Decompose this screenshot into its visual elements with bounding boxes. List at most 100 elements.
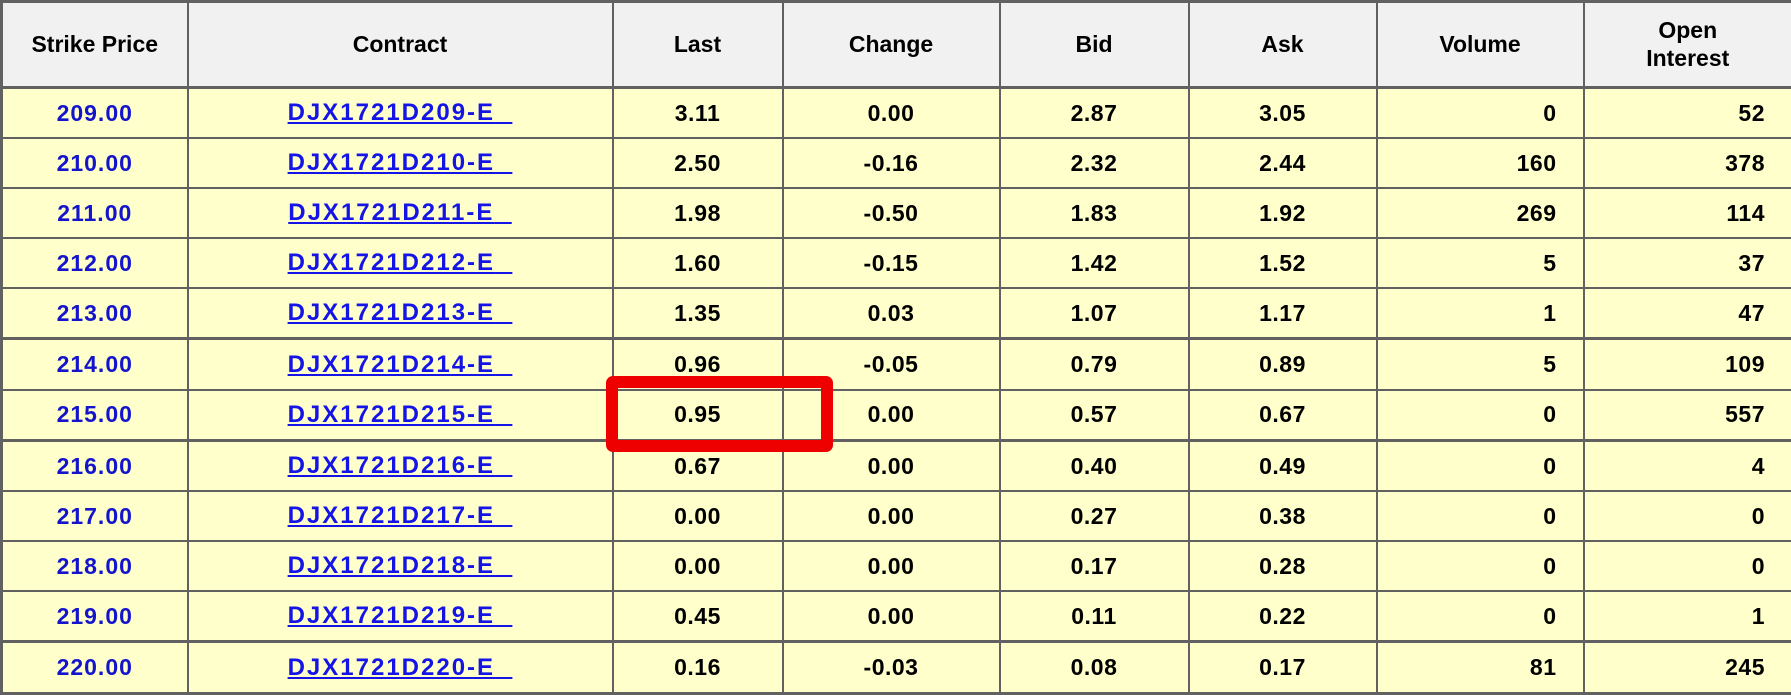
contract-link[interactable]: DJX1721D215-E [287, 400, 496, 428]
last-cell: 0.16 [611, 640, 784, 695]
table-row: 219.00 DJX1721D219-E 0.45 0.00 0.11 0.22 0 1 [0, 590, 1791, 644]
bid-cell: 2.32 [998, 137, 1190, 190]
contract-cell: DJX1721D214-E [186, 337, 614, 391]
table-row: 216.00 DJX1721D216-E 0.67 0.00 0.40 0.49 0 4 [0, 439, 1791, 493]
strike-cell: 211.00 [0, 187, 189, 240]
bid-cell: 1.07 [998, 287, 1190, 341]
open_interest-cell: 0 [1582, 490, 1791, 543]
contract-link[interactable]: DJX1721D212-E [287, 249, 496, 277]
open_interest-cell: 4 [1582, 439, 1791, 493]
strike-cell: 220.00 [0, 640, 189, 695]
contract-cell: DJX1721D219-E [186, 590, 614, 644]
change-cell: -0.03 [781, 640, 1001, 695]
bid-cell: 0.08 [998, 640, 1190, 695]
contract-link[interactable]: DJX1721D219-E [287, 602, 496, 630]
table-row: 214.00 DJX1721D214-E 0.96 -0.05 0.79 0.89 5 109 [0, 337, 1791, 391]
ask-cell: 2.44 [1187, 137, 1378, 190]
ask-cell: 0.22 [1187, 590, 1378, 644]
column-header-open_interest: Open Interest [1582, 0, 1791, 89]
last-cell: 0.96 [611, 337, 784, 391]
strike-cell: 219.00 [0, 590, 189, 644]
ask-cell: 0.38 [1187, 490, 1378, 543]
strike-cell: 214.00 [0, 337, 189, 391]
last-cell: 3.11 [611, 86, 784, 140]
volume-cell: 269 [1375, 187, 1585, 240]
contract-link[interactable]: DJX1721D218-E [287, 552, 496, 580]
table-row: 210.00 DJX1721D210-E 2.50 -0.16 2.32 2.44 160 3… [0, 137, 1791, 190]
column-header-label: Open Interest [1646, 17, 1730, 71]
open_interest-cell: 114 [1582, 187, 1791, 240]
strike-cell: 216.00 [0, 439, 189, 493]
column-header-label: Last [673, 30, 722, 57]
change-cell: 0.00 [781, 439, 1001, 493]
last-cell: 0.67 [611, 439, 784, 493]
column-header-label: Ask [1261, 30, 1304, 57]
change-cell: -0.16 [781, 137, 1001, 190]
strike-cell: 212.00 [0, 237, 189, 290]
open_interest-cell: 378 [1582, 137, 1791, 190]
column-header-label: Volume [1439, 30, 1521, 57]
contract-link[interactable]: DJX1721D220-E [287, 653, 496, 681]
table-row: 212.00 DJX1721D212-E 1.60 -0.15 1.42 1.52 5 37 [0, 237, 1791, 290]
strike-cell: 210.00 [0, 137, 189, 190]
strike-cell: 218.00 [0, 540, 189, 593]
volume-cell: 81 [1375, 640, 1585, 695]
contract-link[interactable]: DJX1721D213-E [287, 299, 496, 327]
contract-link[interactable]: DJX1721D210-E [287, 149, 496, 177]
ask-cell: 0.28 [1187, 540, 1378, 593]
contract-link[interactable]: DJX1721D217-E [287, 502, 496, 530]
contract-cell: DJX1721D215-E [186, 388, 614, 442]
table-row: 218.00 DJX1721D218-E 0.00 0.00 0.17 0.28 0 0 [0, 540, 1791, 593]
volume-cell: 0 [1375, 86, 1585, 140]
contract-link[interactable]: DJX1721D216-E [287, 452, 496, 480]
contract-link[interactable]: DJX1721D211-E [288, 199, 495, 227]
table-body: 209.00 DJX1721D209-E 3.11 0.00 2.87 3.05 0 52 21… [0, 86, 1791, 695]
column-header-change: Change [781, 0, 1001, 89]
ask-cell: 1.52 [1187, 237, 1378, 290]
open_interest-cell: 1 [1582, 590, 1791, 644]
column-header-label: Contract [352, 30, 448, 57]
contract-link[interactable]: DJX1721D214-E [287, 350, 496, 378]
contract-cell: DJX1721D216-E [186, 439, 614, 493]
column-header-contract: Contract [186, 0, 614, 89]
contract-cell: DJX1721D220-E [186, 640, 614, 695]
open_interest-cell: 37 [1582, 237, 1791, 290]
column-header-label: Strike Price [31, 30, 159, 57]
open_interest-cell: 557 [1582, 388, 1791, 442]
table-row: 215.00 DJX1721D215-E 0.95 0.00 0.57 0.67 0 557 [0, 388, 1791, 442]
contract-link[interactable]: DJX1721D209-E [287, 99, 496, 127]
bid-cell: 0.79 [998, 337, 1190, 391]
table-row: 209.00 DJX1721D209-E 3.11 0.00 2.87 3.05 0 52 [0, 86, 1791, 140]
change-cell: 0.00 [781, 590, 1001, 644]
change-cell: 0.00 [781, 540, 1001, 593]
column-header-label: Bid [1075, 30, 1113, 57]
volume-cell: 1 [1375, 287, 1585, 341]
ask-cell: 0.89 [1187, 337, 1378, 391]
table-row: 220.00 DJX1721D220-E 0.16 -0.03 0.08 0.17 81 24… [0, 640, 1791, 695]
column-header-last: Last [611, 0, 784, 89]
bid-cell: 0.17 [998, 540, 1190, 593]
open_interest-cell: 0 [1582, 540, 1791, 593]
last-cell: 0.00 [611, 490, 784, 543]
strike-cell: 213.00 [0, 287, 189, 341]
header-row: Strike Price Contract Last Change Bid Ask Volu… [0, 0, 1791, 89]
column-header-ask: Ask [1187, 0, 1378, 89]
contract-cell: DJX1721D211-E [186, 187, 614, 240]
contract-cell: DJX1721D217-E [186, 490, 614, 543]
strike-cell: 209.00 [0, 86, 189, 140]
ask-cell: 3.05 [1187, 86, 1378, 140]
column-header-volume: Volume [1375, 0, 1585, 89]
bid-cell: 0.57 [998, 388, 1190, 442]
volume-cell: 5 [1375, 237, 1585, 290]
bid-cell: 0.11 [998, 590, 1190, 644]
contract-cell: DJX1721D210-E [186, 137, 614, 190]
change-cell: 0.00 [781, 490, 1001, 543]
ask-cell: 1.17 [1187, 287, 1378, 341]
contract-cell: DJX1721D213-E [186, 287, 614, 341]
change-cell: 0.00 [781, 86, 1001, 140]
change-cell: 0.03 [781, 287, 1001, 341]
open_interest-cell: 109 [1582, 337, 1791, 391]
bid-cell: 0.40 [998, 439, 1190, 493]
volume-cell: 0 [1375, 439, 1585, 493]
